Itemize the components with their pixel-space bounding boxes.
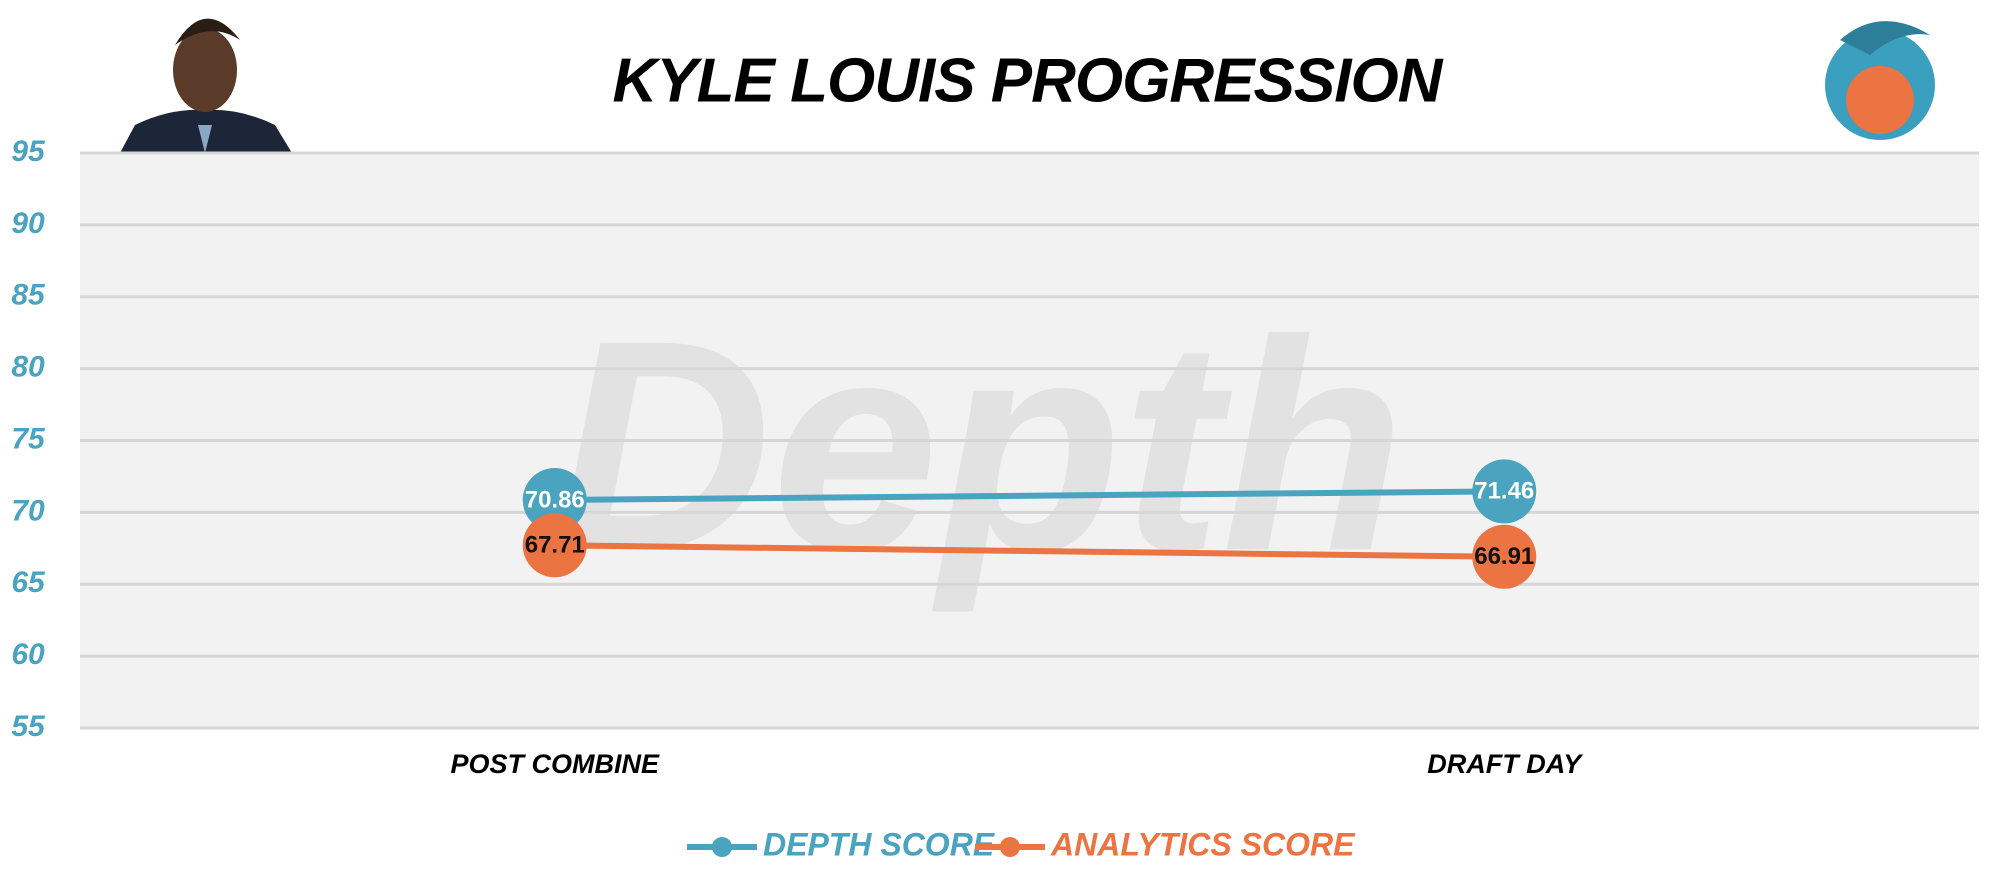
legend-marker <box>1000 837 1020 857</box>
data-label: 70.86 <box>525 486 585 513</box>
legend-label: ANALYTICS SCORE <box>1050 826 1356 862</box>
series-line <box>554 542 1505 560</box>
y-tick-label: 65 <box>11 566 46 599</box>
data-label: 71.46 <box>1474 478 1534 505</box>
data-label: 66.91 <box>1474 543 1534 570</box>
y-tick-label: 55 <box>11 710 46 743</box>
y-tick-label: 75 <box>11 422 46 455</box>
data-point <box>1472 524 1537 589</box>
series-line <box>554 488 1505 504</box>
data-label: 67.71 <box>525 532 585 559</box>
data-point <box>522 513 587 578</box>
y-tick-label: 80 <box>11 351 45 384</box>
data-point <box>522 468 587 533</box>
y-tick-label: 60 <box>11 638 45 671</box>
y-tick-label: 90 <box>11 207 45 240</box>
data-point <box>1472 459 1537 524</box>
legend-marker <box>712 837 732 857</box>
y-tick-label: 95 <box>11 135 46 168</box>
y-tick-label: 70 <box>11 494 45 527</box>
player-photo <box>120 18 292 153</box>
team-logo <box>1825 21 1935 140</box>
x-tick-label: POST COMBINE <box>450 749 660 779</box>
y-tick-label: 85 <box>11 279 46 312</box>
chart-title: KYLE LOUIS PROGRESSION <box>613 46 1444 115</box>
watermark: Depth <box>555 277 1405 615</box>
legend-label: DEPTH SCORE <box>763 826 996 862</box>
x-tick-label: DRAFT DAY <box>1427 749 1584 779</box>
